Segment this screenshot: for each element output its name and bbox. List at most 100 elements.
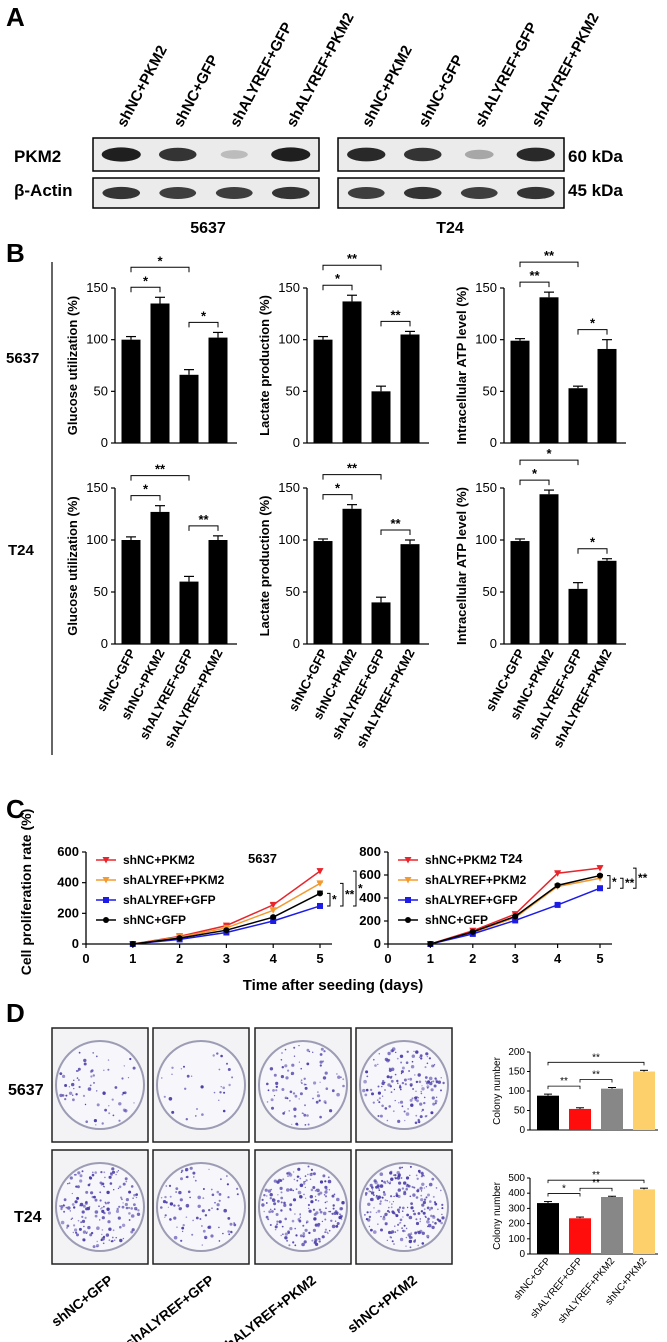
bar [400, 544, 420, 644]
colony [72, 1231, 75, 1234]
colony [325, 1188, 328, 1191]
y-tick-label: 200 [359, 913, 381, 928]
colony [420, 1057, 423, 1060]
colony [401, 1210, 404, 1212]
data-point [269, 907, 277, 914]
colony [371, 1189, 374, 1191]
colony [236, 1187, 239, 1190]
colony [428, 1076, 433, 1081]
colony [263, 1210, 266, 1213]
colony [319, 1180, 324, 1184]
colony [327, 1179, 332, 1184]
colony [216, 1052, 219, 1055]
colony [423, 1101, 426, 1105]
colony [377, 1209, 381, 1213]
colony [336, 1197, 340, 1202]
colony [336, 1073, 338, 1075]
colony [388, 1211, 391, 1213]
colony [312, 1208, 316, 1211]
colony [105, 1233, 110, 1237]
y-tick-label: 200 [57, 905, 79, 920]
colony [437, 1208, 439, 1211]
colony [77, 1171, 81, 1175]
blot-size-label-45: 45 kDa [568, 181, 623, 200]
significance-bracket [130, 266, 190, 273]
colony [193, 1176, 195, 1178]
significance-bracket [322, 474, 382, 480]
colony [326, 1200, 328, 1203]
colony [319, 1210, 323, 1214]
colony [388, 1230, 392, 1235]
colony [301, 1082, 303, 1084]
colony [426, 1220, 430, 1224]
colony [77, 1067, 81, 1071]
colony [289, 1208, 292, 1212]
colony [279, 1179, 283, 1182]
colony [218, 1193, 222, 1196]
y-tick-label: 50 [483, 383, 497, 398]
colony [227, 1230, 230, 1233]
colony [173, 1216, 177, 1220]
y-tick-label: 0 [490, 636, 497, 651]
colony [301, 1242, 305, 1247]
colony [328, 1210, 330, 1213]
colony-bar-chart: 0 50 100 150 200 Colony number ** ** ** [492, 1047, 658, 1136]
y-tick-label: 800 [359, 844, 381, 859]
colony [364, 1093, 368, 1097]
significance-bracket [547, 1179, 645, 1184]
colony [94, 1210, 99, 1214]
colony [181, 1230, 184, 1233]
blot-band [220, 150, 248, 159]
colony [289, 1227, 293, 1231]
y-tick-label: 100 [86, 532, 108, 547]
colony [171, 1110, 175, 1114]
colony [96, 1103, 100, 1107]
dish-label: shALYREF+GFP [122, 1272, 217, 1342]
colony [404, 1083, 407, 1086]
colony [107, 1068, 110, 1071]
colony [90, 1191, 94, 1195]
colony [323, 1194, 326, 1196]
colony [299, 1195, 303, 1199]
dish-plate [156, 1040, 246, 1130]
colony [284, 1232, 288, 1236]
colony [309, 1178, 312, 1181]
colony [196, 1108, 198, 1110]
y-tick-label: 600 [57, 844, 79, 859]
colony [325, 1087, 329, 1090]
colony [276, 1223, 279, 1226]
colony [365, 1070, 369, 1074]
x-tick-label: 3 [223, 951, 230, 966]
colony [267, 1218, 270, 1221]
colony [391, 1240, 394, 1243]
colony [376, 1185, 379, 1187]
colony [403, 1224, 406, 1227]
line-chart: 0 200 400 600 0 1 2 3 4 5 Cell proliferation rate … [18, 809, 363, 975]
colony [80, 1221, 83, 1224]
colony [208, 1168, 210, 1171]
colony [118, 1185, 122, 1189]
colony [181, 1169, 184, 1173]
bar [342, 508, 362, 644]
y-tick-label: 150 [475, 280, 497, 295]
colony [415, 1090, 417, 1093]
colony [312, 1051, 314, 1054]
x-tick-label: 0 [384, 951, 391, 966]
colony [179, 1198, 183, 1202]
colony [434, 1077, 437, 1080]
colony [304, 1181, 306, 1183]
y-axis-label: Cell proliferation rate (%) [18, 809, 34, 975]
significance-label: * [590, 316, 596, 331]
colony [392, 1110, 395, 1113]
colony [408, 1239, 412, 1244]
colony [395, 1213, 397, 1216]
colony [120, 1196, 123, 1199]
colony [107, 1059, 110, 1061]
colony [233, 1223, 237, 1227]
colony [381, 1104, 384, 1108]
colony [212, 1054, 215, 1057]
colony [375, 1211, 378, 1214]
colony [423, 1187, 426, 1189]
colony [92, 1052, 95, 1054]
colony [386, 1200, 388, 1202]
